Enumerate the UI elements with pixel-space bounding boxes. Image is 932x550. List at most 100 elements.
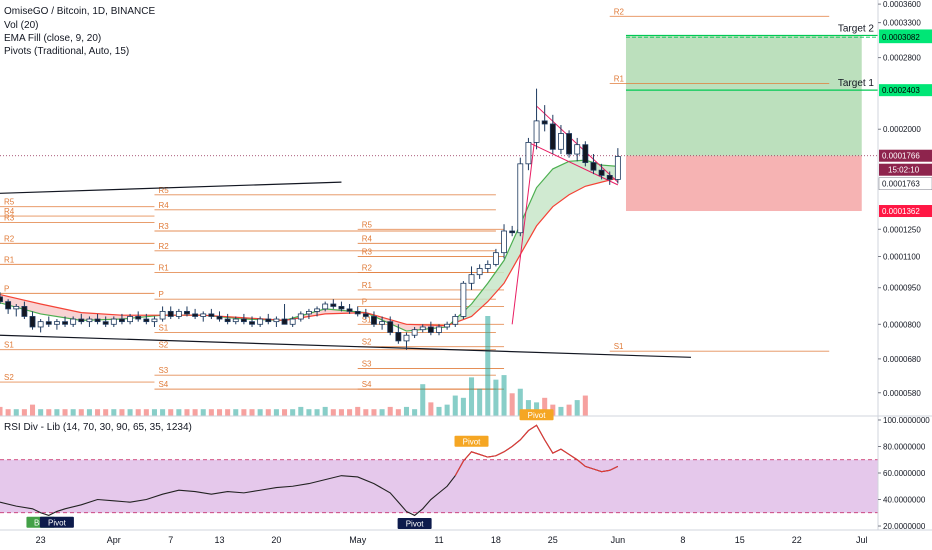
tag-timer-bg [879, 163, 932, 176]
volume-bar [509, 393, 515, 416]
ema-fill-bearish [0, 294, 448, 332]
candle-body [192, 313, 199, 317]
candle-body [614, 156, 621, 180]
volume-bar [200, 409, 206, 416]
candle-body [21, 306, 28, 317]
volume-bar [485, 316, 491, 416]
candle-body [257, 318, 264, 325]
candle-body [265, 318, 272, 323]
volume-bar [403, 406, 410, 416]
candle-body [427, 326, 434, 333]
pivot-tag-bear: Pivot [463, 437, 482, 446]
pivot-tag-bg [519, 409, 554, 421]
rsi-tick-label: 100.0000000 [883, 416, 930, 425]
volume-bar [62, 409, 68, 416]
pivot-label-s1: S1 [4, 341, 14, 350]
pivot-label-s2: S2 [4, 373, 14, 382]
candle-body [558, 133, 564, 150]
candle-body [297, 313, 304, 320]
candle-body [224, 318, 231, 323]
candle-body [208, 313, 215, 317]
rsi-band [0, 459, 878, 513]
volume-bar [86, 409, 92, 416]
rsi-tick-label: 80.0000000 [883, 442, 926, 451]
candle-body [541, 120, 548, 125]
volume-bar [225, 409, 231, 416]
price-tick-label: 0.0001100 [883, 252, 921, 261]
volume-layer [0, 316, 588, 416]
candle-body [484, 263, 491, 269]
candle-body [492, 252, 499, 265]
candle-body [70, 318, 77, 325]
pivot-label-r3: R3 [4, 214, 15, 223]
candle-body [273, 318, 280, 323]
volume-bar [0, 406, 3, 416]
volume-bar [111, 409, 117, 416]
volume-bar [168, 409, 174, 416]
price-tick-label: 0.0003600 [883, 0, 921, 9]
volume-bar [21, 409, 27, 416]
rsi-tick-label: 60.0000000 [883, 469, 926, 478]
candle-body [362, 313, 369, 317]
time-tick-label: 22 [792, 535, 802, 545]
price-tick-label: 0.0000800 [883, 320, 921, 329]
volume-bar [347, 409, 353, 416]
volume-bar [265, 409, 271, 416]
pivot-label-r4: R4 [4, 207, 15, 216]
candle-body [501, 230, 507, 254]
pivot-label-p: P [158, 290, 163, 299]
rsi-bear-divergence [454, 424, 619, 476]
candle-body [574, 144, 581, 155]
candle-body [444, 323, 451, 328]
tag-last-price-bg [879, 149, 932, 162]
volume-bar [428, 402, 434, 416]
rsi-title: RSI Div - Lib (14, 70, 30, 90, 65, 35, 1… [4, 422, 192, 433]
pivot-label-s1: S1 [158, 323, 168, 332]
candle-body [110, 318, 117, 325]
ema-slow-line [0, 177, 618, 327]
candle-body [549, 123, 556, 150]
volume-bar [582, 395, 588, 416]
pivot-label-r3: R3 [158, 222, 169, 231]
pivot-label-r1: R1 [362, 281, 373, 290]
volume-bar [208, 409, 214, 416]
candle-body [436, 326, 442, 333]
volume-bar [525, 400, 531, 416]
tag-target1: 0.0002403 [882, 86, 920, 95]
pivot-label-s3: S3 [158, 366, 168, 375]
candle-body [5, 301, 12, 310]
volume-bar [184, 409, 190, 416]
pivot-tag-bull: Pivot [48, 518, 67, 527]
candle-body [330, 303, 337, 307]
volume-bar [241, 409, 247, 416]
pivot-label-s4: S4 [362, 380, 372, 389]
candle-body [419, 326, 426, 331]
candle-body [135, 316, 142, 320]
candle-body [232, 318, 239, 323]
candle-body [387, 321, 394, 333]
candle-body [29, 316, 36, 328]
volume-bar [436, 406, 442, 416]
tag-level: 0.0001763 [882, 180, 920, 189]
price-tick-label: 0.0000680 [883, 355, 921, 364]
volume-bar [355, 406, 361, 416]
candle-body [167, 310, 174, 317]
candle-body [119, 318, 125, 323]
volume-bar [46, 409, 52, 416]
volume-bar [306, 409, 312, 416]
candle-body [184, 310, 190, 315]
pivot-label-s2: S2 [158, 341, 168, 350]
price-tick-label: 0.0002000 [883, 125, 921, 134]
volume-bar [127, 409, 133, 416]
candle-body [517, 163, 524, 234]
candle-body [216, 316, 223, 320]
volume-bar [249, 409, 255, 416]
candle-body [582, 144, 589, 163]
time-tick-label: Jun [611, 535, 626, 545]
candle-body [143, 318, 150, 323]
candle-body [452, 316, 459, 325]
volume-bar [452, 395, 458, 416]
candle-body [200, 313, 207, 317]
